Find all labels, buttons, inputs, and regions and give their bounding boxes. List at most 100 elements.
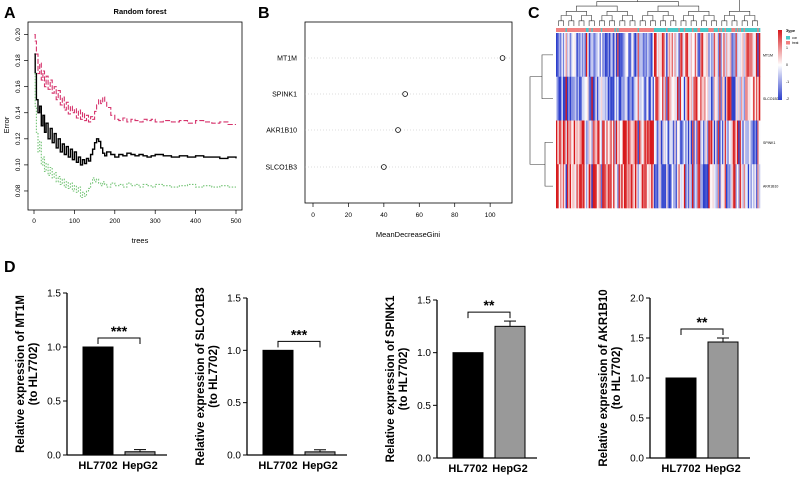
bar-hepg2 [707, 341, 739, 459]
heatmap-cell [692, 164, 694, 209]
heatmap-cell [618, 33, 621, 78]
heatmap-cell [643, 76, 645, 121]
heatmap-cell [649, 33, 652, 78]
heatmap-cell [584, 164, 587, 209]
heatmap-cell [757, 120, 759, 165]
heatmap-cell [590, 120, 592, 165]
heatmap-cell [638, 76, 641, 121]
heatmap-cell [645, 164, 648, 209]
bar-chart-ytick-label: 2.0 [630, 294, 644, 305]
sample-type-cell [584, 28, 587, 32]
heatmap-cell [561, 76, 564, 121]
heatmap-cell [596, 76, 599, 121]
heatmap-cell [630, 76, 633, 121]
heatmap-cell [613, 76, 615, 121]
heatmap-cell [619, 120, 622, 165]
heatmap-cell [713, 164, 716, 209]
heatmap-cell [754, 33, 757, 78]
heatmap-cell [721, 33, 724, 78]
sample-type-cell [556, 28, 558, 32]
heatmap-cell [643, 120, 645, 165]
heatmap-cell [625, 120, 628, 165]
heatmap-cell [736, 33, 739, 78]
heatmap-cell [727, 33, 730, 78]
heatmap-cell [696, 33, 698, 78]
heatmap-cell [660, 76, 663, 121]
sample-type-cell [656, 28, 659, 32]
sample-type-cell [706, 28, 709, 32]
heatmap-cell [596, 120, 599, 165]
sample-type-cell [598, 28, 600, 32]
heatmap-cell [745, 120, 747, 165]
sample-type-cell [758, 28, 761, 32]
heatmap-cell [683, 76, 686, 121]
heatmap-cell [588, 120, 591, 165]
bar-chart-ytick-label: 1.0 [227, 346, 241, 357]
heatmap-cell [614, 164, 617, 209]
column-dendrogram-branch [606, 11, 628, 16]
heatmap-cell [723, 76, 725, 121]
heatmap-cell [599, 76, 602, 121]
heatmap-cell [622, 33, 625, 78]
sample-type-cell [583, 28, 585, 32]
significance-stars: ** [484, 297, 495, 313]
heatmap-cell [626, 33, 629, 78]
error-line-normal [34, 73, 236, 199]
heatmap-cell [755, 120, 758, 165]
heatmap-cell [609, 120, 611, 165]
heatmap-cell [753, 164, 755, 209]
sample-type-cell [698, 28, 701, 32]
expression-heatmap: MT1M SLCO1B3 SPINK1 AKR1B10 2 1 0 -1 -2 Type cont… [529, 0, 798, 209]
heatmap-cell [685, 164, 687, 209]
sample-type-cell [723, 28, 725, 32]
chart-a-xtick-label: 500 [231, 218, 242, 225]
heatmap-cell [740, 33, 743, 78]
bar-category-label: HepG2 [492, 463, 527, 475]
sample-type-cell [643, 28, 645, 32]
heatmap-cell [576, 76, 579, 121]
heatmap-cell [658, 164, 660, 209]
heatmap-cell [698, 33, 701, 78]
heatmap-cell [585, 76, 588, 121]
heatmap-cell [565, 76, 568, 121]
sample-type-cell [715, 28, 717, 32]
sample-type-cell [655, 28, 657, 32]
heatmap-cell [720, 164, 723, 209]
sample-type-cell [660, 28, 663, 32]
heatmap-cell [621, 164, 623, 209]
heatmap-cell [633, 120, 636, 165]
heatmap-cell [575, 164, 577, 209]
heatmap-cell [732, 164, 735, 209]
sample-type-cell [560, 28, 562, 32]
heatmap-cell [753, 120, 755, 165]
heatmap-cell [735, 33, 738, 78]
heatmap-cell [594, 76, 596, 121]
sample-type-cell [735, 28, 738, 32]
heatmap-cell [647, 33, 649, 78]
sample-type-cell [683, 28, 686, 32]
sample-type-cell [755, 28, 758, 32]
heatmap-cell [660, 164, 663, 209]
heatmap-cell [753, 33, 755, 78]
heatmap-cell [664, 76, 667, 121]
heatmap-cell [702, 33, 705, 78]
error-line-oob [34, 53, 237, 166]
heatmap-cell [566, 120, 569, 165]
heatmap-cell [712, 33, 715, 78]
heatmap-cell [614, 33, 617, 78]
sample-type-cell [667, 28, 670, 32]
heatmap-cell [558, 120, 561, 165]
heatmap-cell [656, 33, 659, 78]
sample-type-cell [572, 28, 574, 32]
heatmap-cell [644, 120, 647, 165]
sample-type-cell [731, 28, 734, 32]
heatmap-cell [583, 120, 585, 165]
heatmap-cell [622, 120, 625, 165]
heatmap-cell [587, 164, 589, 209]
heatmap-cell [561, 120, 564, 165]
bar-chart-hl7702-3: 0.0 0.5 1.0 1.5 2.0 Relative expression of AK… [598, 289, 750, 475]
sample-type-cell [692, 28, 694, 32]
heatmap-cell [743, 76, 746, 121]
